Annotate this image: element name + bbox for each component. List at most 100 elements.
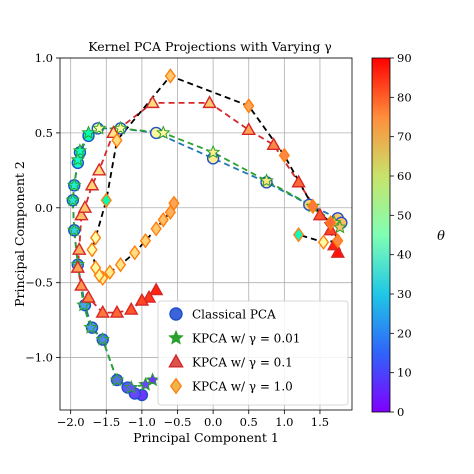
kpca-1-point — [129, 244, 141, 261]
legend-entry-classical-pca: Classical PCA — [192, 308, 276, 322]
legend-box — [157, 300, 349, 406]
x-tick-label: 1.0 — [275, 415, 293, 429]
x-tick-label: 0.0 — [204, 415, 222, 429]
colorbar-tick-label: 30 — [397, 287, 412, 301]
kpca-001-point — [205, 144, 221, 159]
kpca-01-point — [84, 177, 100, 191]
y-tick-label: 0.5 — [35, 126, 53, 140]
colorbar-tick-label: 60 — [397, 169, 412, 183]
kpca-01-point — [70, 259, 86, 273]
kpca-1-point — [114, 256, 127, 273]
x-tick-label: 1.5 — [311, 415, 329, 429]
kpca-001-point — [65, 192, 81, 207]
y-tick-label: 0.0 — [35, 201, 53, 215]
colorbar-tick-label: 40 — [397, 248, 412, 262]
kpca-1-point — [89, 259, 102, 276]
kpca-1-point — [332, 232, 344, 249]
kpca-01-point — [74, 277, 89, 291]
kpca-1-point — [86, 241, 98, 258]
kpca-1-point — [243, 98, 255, 114]
kpca-001-point — [113, 120, 128, 135]
kpca-01-point — [81, 289, 96, 303]
y-tick-label: −0.5 — [25, 276, 53, 290]
x-tick-label: −0.5 — [164, 415, 192, 429]
kpca-01-point — [95, 304, 110, 318]
legend-entry-kpca-1: KPCA w/ γ = 1.0 — [192, 380, 293, 394]
legend: Classical PCA KPCA w/ γ = 0.01 KPCA w/ γ =… — [157, 300, 349, 406]
kpca-01-point — [148, 282, 164, 296]
kpca-001-point — [95, 331, 110, 346]
kpca-1-point — [317, 234, 330, 251]
chart-title: Kernel PCA Projections with Varying γ — [88, 39, 332, 54]
plot-frame — [59, 57, 353, 411]
legend-marker — [168, 329, 184, 345]
colorbar: 0 10 20 30 40 50 60 70 80 90 — [371, 51, 412, 419]
kpca-1-point — [325, 214, 337, 231]
x-tick-label: −1.5 — [92, 415, 120, 429]
kpca-01-point — [202, 95, 217, 109]
kpca-1-point — [292, 226, 305, 243]
kpca-01-point — [266, 137, 281, 151]
kpca-01-point — [145, 95, 160, 109]
kpca-01-point — [141, 289, 157, 303]
kpca-001-point — [138, 376, 153, 391]
kpca-01-point — [109, 304, 125, 318]
kpca-01-point — [72, 241, 87, 255]
kpca-01-point — [134, 292, 150, 306]
colorbar-tick-label: 80 — [397, 90, 412, 104]
colorbar-tick-label: 20 — [397, 326, 412, 340]
kpca-001-point — [259, 173, 274, 187]
kpca-001-point — [123, 379, 139, 394]
x-tick-label: 0.5 — [240, 415, 258, 429]
kpca-1-point — [164, 68, 177, 84]
kpca-001-point — [66, 222, 82, 237]
y-tick-label: 1.0 — [35, 51, 53, 65]
colorbar-tick-label: 50 — [397, 208, 412, 222]
y-tick-label: −1.0 — [25, 351, 53, 365]
kpca-01-point — [77, 200, 93, 213]
x-tick-label: −1.0 — [128, 415, 156, 429]
colorbar-tick-label: 10 — [397, 366, 412, 380]
kpca-01-point — [312, 207, 328, 221]
kpca-01-point — [291, 174, 306, 188]
kpca-1-point — [278, 147, 290, 164]
series-points — [65, 68, 348, 402]
kpca-001-point — [156, 125, 171, 140]
colorbar-tick-label: 90 — [397, 51, 412, 65]
series-line — [71, 127, 341, 389]
kpca-1-point — [307, 198, 319, 215]
kpca-001-point — [81, 125, 96, 140]
kpca-1-point — [100, 192, 112, 209]
kpca-001-point — [83, 319, 98, 334]
colorbar-gradient — [371, 57, 391, 413]
kpca-001-point — [91, 120, 107, 135]
colorbar-label: θ — [437, 229, 445, 244]
x-tick-label: −2.0 — [57, 415, 85, 429]
kpca-01-point — [124, 301, 139, 315]
kpca-01-point — [330, 244, 345, 258]
kpca-01-point — [74, 207, 89, 221]
kpca-001-point — [70, 152, 86, 167]
x-axis-label: Principal Component 1 — [133, 430, 279, 445]
kpca-001-point — [72, 143, 88, 158]
kpca-01-point — [241, 122, 256, 136]
legend-marker — [169, 377, 183, 395]
kpca-1-point — [89, 229, 102, 246]
kpca-1-point — [157, 211, 169, 228]
y-axis-label: Principal Component 2 — [12, 161, 27, 307]
legend-marker — [168, 353, 184, 368]
kpca-1-point — [150, 220, 162, 237]
kpca-001-point — [109, 372, 125, 387]
legend-marker — [169, 307, 183, 321]
x-axis-ticks: −2.0 −1.5 −1.0 −0.5 0.0 0.5 1.0 1.5 — [57, 410, 329, 429]
colorbar-tick-label: 70 — [397, 130, 412, 144]
kpca-001-point — [76, 297, 91, 312]
legend-entry-kpca-001: KPCA w/ γ = 0.01 — [192, 332, 300, 346]
y-axis-ticks: 1.0 0.5 0.0 −0.5 −1.0 — [25, 51, 60, 365]
kpca-1-point — [111, 132, 123, 149]
kpca-1-point — [104, 264, 116, 280]
kpca-01-point — [91, 162, 107, 176]
legend-entry-kpca-01: KPCA w/ γ = 0.1 — [192, 356, 293, 370]
kpca-1-point — [139, 232, 152, 249]
